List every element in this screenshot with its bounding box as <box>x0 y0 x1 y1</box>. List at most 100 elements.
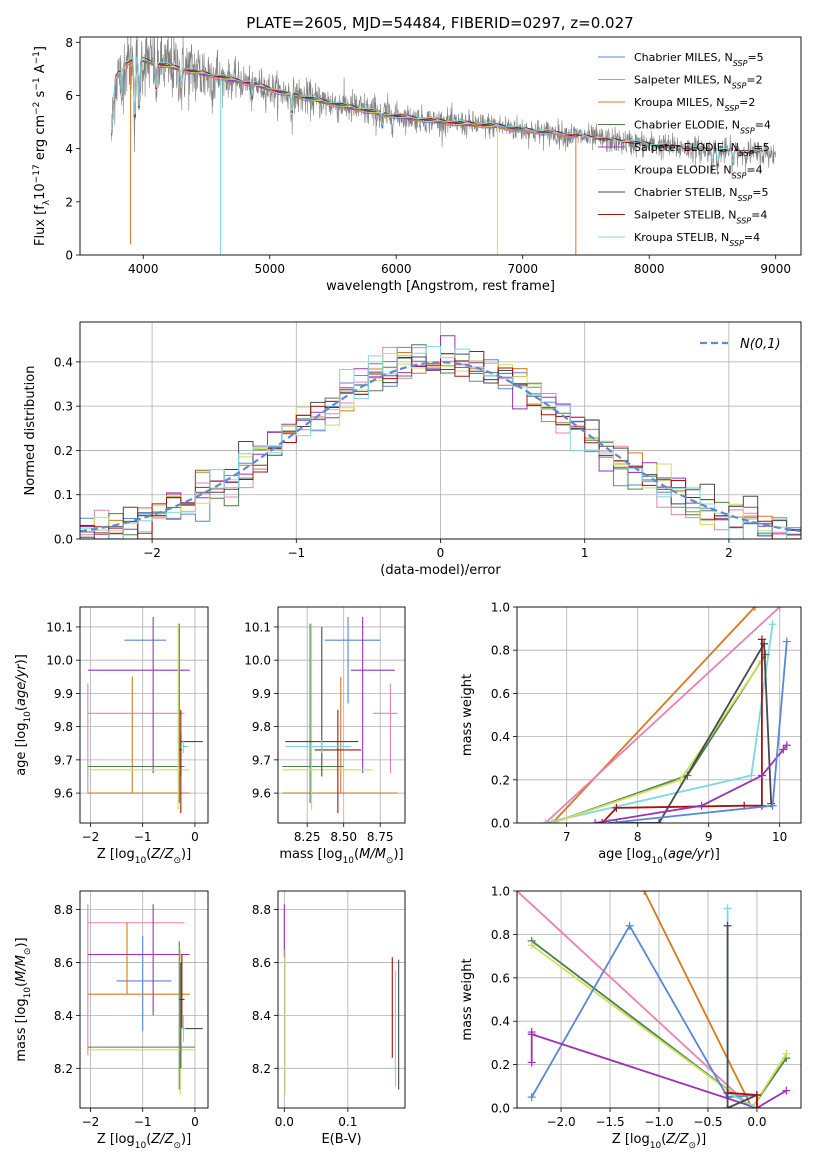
y-tick-label: 0.4 <box>491 730 510 744</box>
plot-area <box>87 616 203 814</box>
legend-tail: =2 <box>746 74 762 87</box>
plot-area <box>87 904 203 1095</box>
y-tick-label: 0.0 <box>491 817 510 831</box>
superscript: −1 <box>32 77 42 90</box>
y-tick-label: 1.0 <box>491 885 510 899</box>
y-tick-label: 0.1 <box>54 488 73 502</box>
weight-line-kroupa-elodie <box>531 944 788 1108</box>
weight-line-salpeter-stelib <box>601 639 763 823</box>
axes-frame <box>516 606 802 824</box>
label-text: )] <box>393 847 403 862</box>
y-tick-label: 8.8 <box>54 903 73 917</box>
label-text: wavelength [Angstrom, rest frame] <box>326 279 555 294</box>
superscript: −17 <box>32 164 42 183</box>
y-tick-label: 10.1 <box>46 620 73 634</box>
label-text: ( <box>663 847 668 862</box>
legend-text: Chabrier MILES, N <box>634 51 733 64</box>
math-text: N(0,1) <box>740 337 781 352</box>
label-text: age [log <box>598 847 651 862</box>
y-axis-label: Flux [fλ10−17 erg cm−2 s−1 A−1] <box>32 46 52 246</box>
weight-marker <box>782 637 791 646</box>
label-text: ( <box>146 847 151 862</box>
x-tick-label: 8.75 <box>367 830 394 844</box>
subscript: ⊙ <box>173 856 181 866</box>
chart-title: PLATE=2605, MJD=54484, FIBERID=0297, z=0… <box>246 14 633 32</box>
y-tick-label: 9.8 <box>252 720 271 734</box>
axes-frame <box>79 36 802 256</box>
x-tick-label: 8.50 <box>330 830 357 844</box>
y-tick-label: 8.6 <box>252 956 271 970</box>
legend-tail: =4 <box>751 209 767 222</box>
legend-subscript: SSP <box>738 194 753 203</box>
label-text: erg cm <box>33 115 48 164</box>
y-tick-label: 0.6 <box>491 687 510 701</box>
legend-label: Salpeter STELIB, NSSP=4 <box>634 209 767 226</box>
legend-label: Salpeter MILES, NSSP=2 <box>634 74 763 91</box>
label-text: Z [log <box>97 847 135 862</box>
legend-tail: =2 <box>739 96 755 109</box>
y-tick-label: 8.4 <box>54 1009 73 1023</box>
y-tick-label: 0.4 <box>491 1015 510 1029</box>
legend-tail: =4 <box>755 119 771 132</box>
weight-marker <box>697 801 706 810</box>
y-tick-label: 0.0 <box>54 533 73 547</box>
x-axis-label: mass [log10(M/M⊙)] <box>279 847 403 866</box>
plot-area <box>80 335 801 539</box>
x-tick-label: −1 <box>134 830 152 844</box>
x-tick-label: −2.0 <box>546 1115 575 1129</box>
legend-text: Kroupa STELIB, N <box>634 231 729 244</box>
y-tick-label: 8.8 <box>252 903 271 917</box>
label-text: Normed distribution <box>23 366 38 496</box>
y-axis-label: mass weight <box>460 958 475 1040</box>
label-text: ( <box>661 1132 666 1147</box>
legend-label: Kroupa STELIB, NSSP=4 <box>634 231 760 248</box>
weight-marker <box>605 819 614 823</box>
x-tick-label: 1 <box>581 546 589 560</box>
y-tick-label: 9.7 <box>54 753 73 767</box>
x-tick-label: 0.0 <box>275 1115 294 1129</box>
y-tick-label: 0.4 <box>54 355 73 369</box>
hist-salpeter-stelib <box>80 351 801 539</box>
legend-subscript: SSP <box>729 239 744 248</box>
weight-marker <box>527 1030 536 1039</box>
panel-spectrum: 4000 5000 6000 7000 8000 9000 0 2 4 6 8 wavelength … <box>32 14 802 294</box>
x-axis-label: age [log10(age/yr)] <box>598 847 720 866</box>
legend-subscript: SSP <box>733 59 748 68</box>
weight-marker <box>527 1093 536 1102</box>
y-tick-label: 8.2 <box>54 1062 73 1076</box>
label-text: (data-model)/error <box>380 563 501 578</box>
x-tick-label: 5000 <box>254 262 285 276</box>
model-line-salpeter-stelib <box>111 56 763 166</box>
x-tick-label: −2 <box>143 546 161 560</box>
weight-line-salpeter-elodie <box>594 744 788 823</box>
plot-area <box>517 891 791 1108</box>
y-tick-label: 0.2 <box>54 444 73 458</box>
weight-marker <box>548 819 557 823</box>
weight-marker <box>779 745 788 754</box>
weight-marker <box>752 1090 761 1099</box>
legend-text: Chabrier STELIB, N <box>634 186 738 199</box>
weight-marker <box>782 1049 791 1058</box>
label-text: ( <box>14 982 29 987</box>
x-tick-label: −2 <box>82 830 100 844</box>
legend-label: Kroupa ELODIE, NSSP=4 <box>634 164 763 181</box>
y-tick-label: 9.6 <box>252 787 271 801</box>
x-tick-label: −1 <box>134 1115 152 1129</box>
subscript: ⊙ <box>173 1141 181 1151</box>
weight-line-kroupa-stelib <box>726 908 758 1108</box>
legend-text: Salpeter MILES, N <box>634 74 732 87</box>
subscript: ⊙ <box>23 948 33 956</box>
plot-area <box>111 37 776 255</box>
weight-marker <box>747 771 756 780</box>
weight-line-salpeter-miles <box>544 607 781 823</box>
subscript: ⊙ <box>386 856 394 866</box>
y-axis-label: mass [log10(M/M⊙)] <box>14 937 33 1061</box>
y-tick-label: 9.9 <box>252 687 271 701</box>
weight-marker <box>768 620 777 629</box>
axes-frame <box>79 890 209 1109</box>
y-tick-label: 0.6 <box>491 971 510 985</box>
y-tick-label: 6 <box>65 89 73 103</box>
label-text: age [log <box>14 723 29 776</box>
